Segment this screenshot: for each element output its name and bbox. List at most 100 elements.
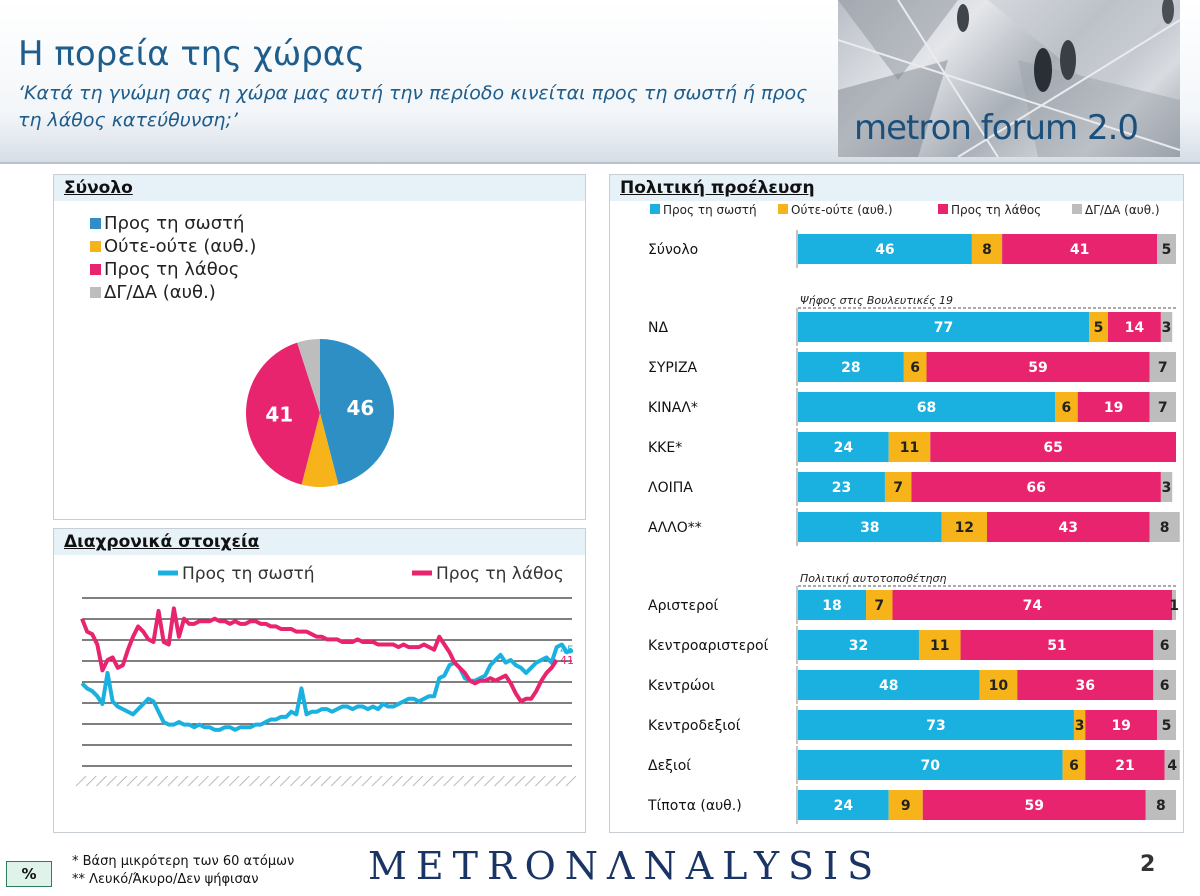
- bar-data-label: 6: [1160, 638, 1170, 654]
- x-tick-mark: [228, 775, 240, 787]
- bar-data-label: 6: [910, 360, 920, 376]
- bar-segment: [1157, 234, 1176, 264]
- bar-category-label: ΚΚΕ*: [648, 440, 682, 456]
- bar-data-label: 24: [834, 440, 854, 456]
- bar-segment: [1077, 392, 1150, 422]
- pie-chart: 46 41: [246, 339, 394, 487]
- x-tick-mark: [106, 775, 117, 787]
- bar-data-label: 3: [1162, 480, 1172, 496]
- bar-segment: [1107, 312, 1161, 342]
- political-bar-chart: Προς τη σωστή Ούτε-ούτε (αυθ.) Προς τη λάθ…: [647, 203, 1180, 824]
- bar-data-label: 6: [1160, 678, 1170, 694]
- x-tick-mark: [361, 775, 373, 787]
- bar-segment: [798, 234, 972, 264]
- bar-data-label: 73: [926, 718, 945, 734]
- footnote-2: ** Λευκό/Άκυρο/Δεν ψήφισαν: [72, 872, 259, 887]
- bar-segment: [888, 432, 931, 462]
- brand-logo: METRONΛNALYSIS: [368, 844, 883, 888]
- x-tick-mark: [422, 775, 434, 787]
- pie-slice-2: [246, 342, 320, 485]
- bar-data-label: 19: [1104, 400, 1123, 416]
- bar-segment: [1145, 790, 1176, 820]
- bar-segment: [798, 710, 1074, 740]
- pie-legend: Προς τη σωστή Ούτε-ούτε (αυθ.) Προς τη λ…: [90, 212, 256, 304]
- bar-data-label: 10: [989, 678, 1009, 694]
- pie-slice-1: [301, 413, 339, 487]
- bar-data-label: 7: [874, 598, 884, 614]
- bar-segment: [1149, 512, 1180, 542]
- political-legend-label: ΔΓ/ΔΑ (αυθ.): [1085, 203, 1160, 217]
- x-tick-mark: [157, 775, 169, 787]
- bar-data-label: 51: [1047, 638, 1066, 654]
- x-tick-mark: [167, 775, 179, 787]
- bar-segment: [892, 590, 1173, 620]
- bar-segment: [1017, 670, 1154, 700]
- bar-data-label: 41: [1070, 242, 1089, 258]
- page-number: 2: [1140, 852, 1156, 877]
- timeline-end-label: 45: [560, 644, 574, 657]
- x-tick-mark: [535, 775, 546, 787]
- bar-data-label: 1: [1169, 598, 1179, 614]
- timeline-legend: Προς τη σωστή Προς τη λάθος: [158, 564, 564, 584]
- bar-segment: [922, 790, 1146, 820]
- bar-category-label: Κεντροαριστεροί: [648, 638, 769, 654]
- bar-group-label: Πολιτική αυτοτοποθέτηση: [800, 572, 946, 585]
- x-tick-mark: [483, 775, 495, 787]
- percent-badge: %: [6, 861, 52, 887]
- bar-data-label: 18: [822, 598, 841, 614]
- bar-segment: [1160, 312, 1173, 342]
- x-tick-mark: [392, 775, 403, 787]
- bar-data-label: 77: [934, 320, 953, 336]
- timeline-end-label: 41: [560, 654, 574, 667]
- x-tick-mark: [371, 775, 383, 787]
- x-tick-mark: [320, 775, 332, 787]
- bar-segment: [1149, 352, 1176, 382]
- x-tick-mark: [473, 775, 485, 787]
- x-tick-mark: [412, 775, 424, 787]
- bar-category-label: Αριστεροί: [648, 598, 719, 614]
- x-tick-mark: [310, 775, 322, 787]
- x-tick-mark: [136, 775, 148, 787]
- pie-legend-item-neither: Ούτε-ούτε (αυθ.): [90, 235, 256, 258]
- bar-data-label: 59: [1028, 360, 1047, 376]
- total-panel-title: Σύνολο: [64, 178, 133, 198]
- bar-segment: [1002, 234, 1158, 264]
- bar-group-label: Ψήφος στις Βουλευτικές 19: [800, 294, 953, 307]
- bar-data-label: 12: [955, 520, 974, 536]
- bar-data-label: 8: [1156, 798, 1166, 814]
- political-legend-swatch: [1072, 204, 1082, 214]
- x-tick-mark: [545, 775, 556, 787]
- bar-segment: [1149, 392, 1176, 422]
- footnote-1: * Βάση μικρότερη των 60 ατόμων: [72, 854, 295, 869]
- bar-data-label: 21: [1115, 758, 1134, 774]
- bar-data-label: 23: [832, 480, 851, 496]
- x-tick-mark: [238, 775, 250, 787]
- pie-legend-item-wrong: Προς τη λάθος: [90, 258, 256, 281]
- bar-segment: [1055, 392, 1078, 422]
- political-legend-swatch: [938, 204, 948, 214]
- x-tick-mark: [147, 775, 158, 787]
- x-tick-mark: [85, 775, 97, 787]
- x-tick-mark: [218, 775, 230, 787]
- bar-category-label: ΑΛΛΟ**: [648, 520, 702, 536]
- bar-category-label: ΛΟΙΠΑ: [648, 480, 693, 496]
- x-tick-mark: [208, 775, 220, 787]
- bar-data-label: 5: [1162, 718, 1172, 734]
- bar-segment: [798, 750, 1063, 780]
- photo-illustration: [838, 0, 1180, 157]
- x-tick-mark: [341, 775, 352, 787]
- bar-data-label: 5: [1162, 242, 1172, 258]
- bar-segment: [798, 352, 904, 382]
- timeline-line-0: [80, 642, 573, 732]
- political-legend-label: Ούτε-ούτε (αυθ.): [791, 203, 893, 217]
- timeline-legend-wrong: Προς τη λάθος: [436, 564, 564, 584]
- bar-data-label: 19: [1111, 718, 1130, 734]
- bar-segment: [798, 472, 885, 502]
- x-tick-mark: [381, 775, 393, 787]
- x-tick-mark: [514, 775, 526, 787]
- x-tick-mark: [453, 775, 465, 787]
- x-tick-mark: [351, 775, 362, 787]
- bar-data-label: 74: [1023, 598, 1043, 614]
- slide-header: Η πορεία της χώρας ‘Κατά τη γνώμη σας η …: [0, 0, 1200, 164]
